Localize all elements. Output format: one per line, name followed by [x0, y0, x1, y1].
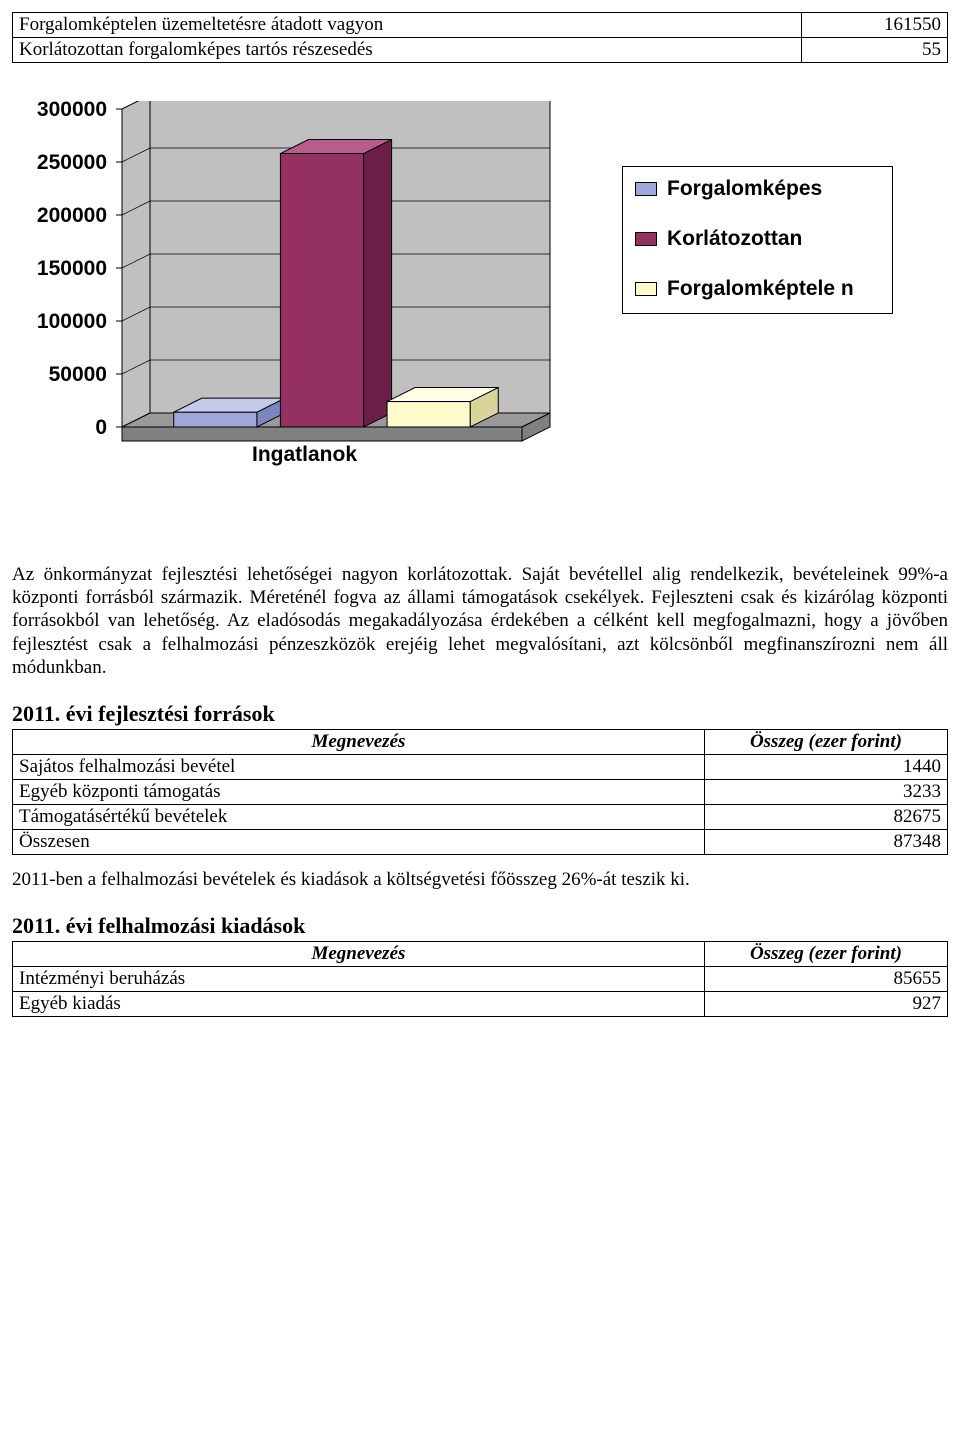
sources-table: Megnevezés Összeg (ezer forint) Sajátos … [12, 729, 948, 855]
cell-value: 55 [801, 38, 947, 63]
cell-label: Egyéb központi támogatás [13, 779, 705, 804]
table-header-row: Megnevezés Összeg (ezer forint) [13, 941, 948, 966]
table-row: Intézményi beruházás 85655 [13, 966, 948, 991]
cell-value: 161550 [801, 13, 947, 38]
table-row: Sajátos felhalmozási bevétel 1440 [13, 754, 948, 779]
table-header-row: Megnevezés Összeg (ezer forint) [13, 729, 948, 754]
cell-value: 1440 [704, 754, 947, 779]
section-title-sources: 2011. évi fejlesztési források [12, 701, 948, 727]
cell-label: Egyéb kiadás [13, 991, 705, 1016]
table-row: Forgalomképtelen üzemeltetésre átadott v… [13, 13, 948, 38]
col-header: Összeg (ezer forint) [704, 941, 947, 966]
legend-item: Korlátozottan [635, 227, 880, 251]
legend-label: Forgalomképes [667, 177, 822, 201]
legend-swatch [635, 232, 657, 246]
cell-label: Intézményi beruházás [13, 966, 705, 991]
x-axis-category: Ingatlanok [252, 443, 357, 467]
cell-label: Összesen [13, 829, 705, 854]
top-summary-table: Forgalomképtelen üzemeltetésre átadott v… [12, 12, 948, 63]
cell-label: Korlátozottan forgalomképes tartós része… [13, 38, 802, 63]
chart-svg [42, 101, 572, 471]
col-header: Megnevezés [13, 941, 705, 966]
cell-value: 85655 [704, 966, 947, 991]
paragraph-intro: Az önkormányzat fejlesztési lehetőségei … [12, 563, 948, 679]
chart-plot-area [42, 101, 572, 471]
section-title-expenses: 2011. évi felhalmozási kiadások [12, 913, 948, 939]
ingatlanok-chart: 300000 250000 200000 150000 100000 50000… [12, 101, 948, 521]
table-row: Támogatásértékű bevételek 82675 [13, 804, 948, 829]
cell-label: Sajátos felhalmozási bevétel [13, 754, 705, 779]
legend-item: Forgalomképtele n [635, 277, 880, 301]
legend-label: Forgalomképtele n [667, 277, 854, 301]
chart-legend: Forgalomképes Korlátozottan Forgalomképt… [622, 166, 893, 314]
cell-value: 82675 [704, 804, 947, 829]
col-header: Összeg (ezer forint) [704, 729, 947, 754]
between-note: 2011-ben a felhalmozási bevételek és kia… [12, 869, 948, 891]
cell-value: 3233 [704, 779, 947, 804]
table-row: Korlátozottan forgalomképes tartós része… [13, 38, 948, 63]
table-row: Összesen 87348 [13, 829, 948, 854]
cell-value: 87348 [704, 829, 947, 854]
legend-label: Korlátozottan [667, 227, 802, 251]
cell-label: Forgalomképtelen üzemeltetésre átadott v… [13, 13, 802, 38]
cell-label: Támogatásértékű bevételek [13, 804, 705, 829]
col-header: Megnevezés [13, 729, 705, 754]
table-row: Egyéb központi támogatás 3233 [13, 779, 948, 804]
table-row: Egyéb kiadás 927 [13, 991, 948, 1016]
cell-value: 927 [704, 991, 947, 1016]
expenses-table: Megnevezés Összeg (ezer forint) Intézmén… [12, 941, 948, 1017]
legend-swatch [635, 182, 657, 196]
legend-swatch [635, 282, 657, 296]
legend-item: Forgalomképes [635, 177, 880, 201]
